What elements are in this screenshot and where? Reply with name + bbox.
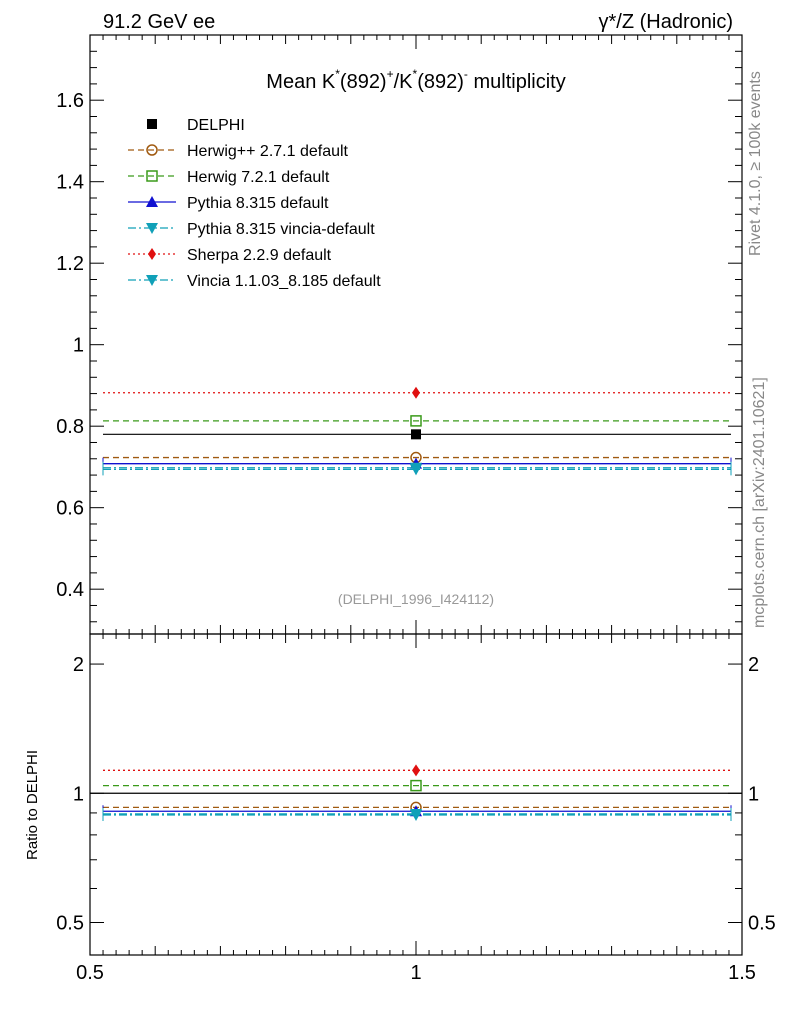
process-label: γ*/Z (Hadronic) — [599, 11, 733, 33]
main-series-marker — [412, 386, 420, 399]
main-y-tick-label: 1.2 — [56, 253, 84, 275]
legend-marker — [146, 275, 158, 286]
legend-marker-delphi — [147, 119, 157, 129]
ratio-series-marker — [412, 764, 420, 777]
legend-marker — [146, 144, 158, 156]
main-y-tick-label: 0.4 — [56, 579, 84, 601]
ratio-ylabel: Ratio to DELPHI — [24, 750, 41, 860]
main-y-tick-label: 0.8 — [56, 416, 84, 438]
ratio-x-tick-label: 0.5 — [76, 962, 104, 984]
legend-label: Pythia 8.315 default — [187, 195, 329, 212]
legend-label: Pythia 8.315 vincia-default — [187, 221, 375, 238]
legend-label: Herwig 7.2.1 default — [187, 169, 330, 186]
ratio-x-tick-label: 1 — [410, 962, 421, 984]
ratio-series-marker — [410, 808, 422, 820]
ratio-y-tick-label-right: 2 — [748, 654, 759, 676]
main-series-marker — [410, 415, 422, 427]
main-y-tick-label: 0.6 — [56, 498, 84, 520]
legend-label: DELPHI — [187, 117, 245, 134]
ratio-y-tick-label-right: 1 — [748, 783, 759, 805]
main-y-tick-label: 1 — [73, 335, 84, 357]
legend-marker — [148, 248, 156, 260]
legend-marker — [146, 196, 158, 207]
analysis-id: (DELPHI_1996_I424112) — [338, 591, 494, 607]
legend-marker — [146, 170, 158, 182]
ratio-y-tick-label-left: 1 — [73, 783, 84, 805]
legend-label: Herwig++ 2.7.1 default — [187, 143, 349, 160]
legend-label: Vincia 1.1.03_8.185 default — [187, 273, 381, 290]
mcplots-label: mcplots.cern.ch [arXiv:2401.10621] — [751, 377, 768, 628]
main-point-delphi — [411, 429, 421, 440]
ratio-plot-frame — [89, 633, 743, 956]
main-title: Mean K*(892)+/K*(892)- multiplicity — [266, 67, 565, 93]
rivet-version-label: Rivet 4.1.0, ≥ 100k events — [747, 71, 764, 256]
ratio-y-tick-label-left: 2 — [73, 654, 84, 676]
ratio-series-marker — [410, 779, 422, 792]
energy-label: 91.2 GeV ee — [103, 11, 215, 33]
legend-label: Sherpa 2.2.9 default — [187, 247, 332, 264]
ratio-x-tick-label: 1.5 — [728, 962, 756, 984]
ratio-y-tick-label-left: 0.5 — [56, 912, 84, 934]
main-series-marker — [410, 462, 422, 474]
main-y-tick-label: 1.4 — [56, 172, 84, 194]
main-y-tick-label: 1.6 — [56, 90, 84, 112]
legend-marker — [146, 223, 158, 234]
ratio-y-tick-label-right: 0.5 — [748, 912, 776, 934]
